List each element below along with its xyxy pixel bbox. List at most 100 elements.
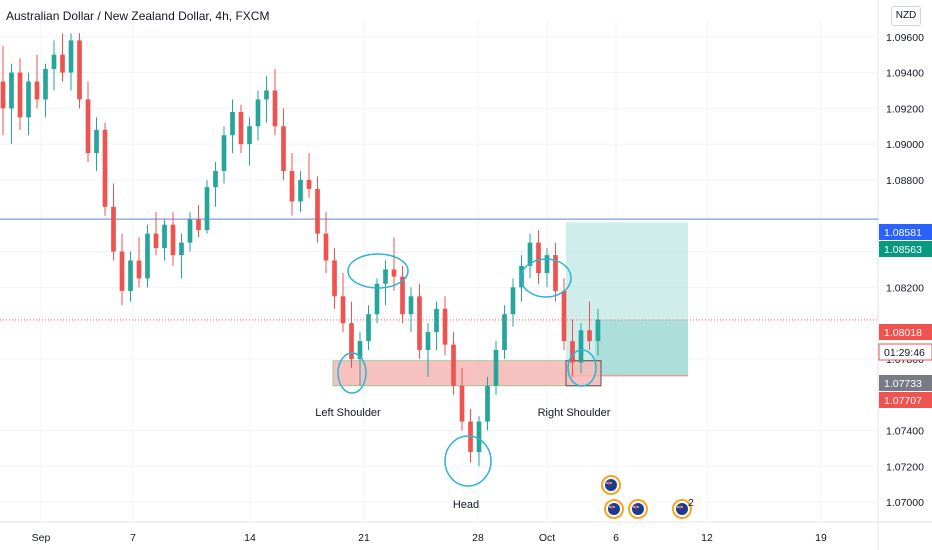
flag-icon xyxy=(608,503,620,515)
flag-event-icon[interactable] xyxy=(628,499,648,519)
price-badge xyxy=(878,343,932,361)
time-tick-label: 19 xyxy=(815,532,827,544)
price-badges: 1.08581 1.08563 1.08018 01:29:46 1.07733 1.07… xyxy=(878,224,932,408)
candle-body xyxy=(145,233,150,279)
candle-body xyxy=(102,129,108,207)
candle-body xyxy=(408,296,414,315)
left-shoulder-circle xyxy=(337,352,367,394)
candle-body xyxy=(43,69,48,100)
candle-body xyxy=(570,341,575,363)
candle-body xyxy=(264,90,269,100)
candle-body xyxy=(536,242,541,274)
candle-body xyxy=(357,341,363,359)
price-badge xyxy=(879,324,932,340)
price-tick-label: 1.09600 xyxy=(886,32,924,44)
candle-body xyxy=(485,385,490,422)
flag-event-icon[interactable] xyxy=(601,475,621,495)
economic-events[interactable]: 2 xyxy=(601,475,694,519)
price-badge xyxy=(879,392,932,408)
time-tick-label: 14 xyxy=(244,532,256,544)
candle-body xyxy=(493,349,499,386)
candle-body xyxy=(451,344,456,386)
candle-body xyxy=(434,308,439,333)
flag-icon xyxy=(632,503,644,515)
candle-body xyxy=(383,269,388,284)
price-badge-label: 1.07707 xyxy=(884,395,922,407)
price-badge-label: 01:29:46 xyxy=(884,347,925,359)
candle-body xyxy=(587,330,592,342)
price-badge-label: 1.07733 xyxy=(884,378,922,390)
time-scale[interactable]: Sep 7 14 21 28 Oct 6 12 19 xyxy=(32,532,827,544)
time-tick-label: 12 xyxy=(701,532,713,544)
currency-button[interactable]: NZD xyxy=(891,6,921,26)
flag-event-icon[interactable] xyxy=(604,499,624,519)
candle-body xyxy=(94,129,99,154)
price-badge xyxy=(879,241,932,257)
candle-body xyxy=(34,81,40,100)
candle-body xyxy=(425,332,431,350)
candle-body xyxy=(417,296,422,350)
candle-body xyxy=(298,179,303,202)
candle-body xyxy=(213,171,218,188)
annotations: Left Shoulder Head Right Shoulder xyxy=(315,253,611,511)
active-profit-zone xyxy=(595,319,688,376)
flag-icon xyxy=(676,503,688,515)
time-tick-label: 28 xyxy=(472,532,484,544)
candle-body xyxy=(315,188,320,234)
candle-body xyxy=(553,255,558,291)
price-tick-label: 1.07400 xyxy=(886,426,924,438)
time-tick-label: Sep xyxy=(32,532,51,544)
event-count-label: 2 xyxy=(688,497,694,509)
candle-body xyxy=(544,255,550,274)
price-tick-label: 1.09000 xyxy=(886,139,924,151)
candle-body xyxy=(340,296,346,324)
right-shoulder-circle xyxy=(567,349,597,387)
flag-event-icon[interactable] xyxy=(672,499,692,519)
price-badge-label: 1.08563 xyxy=(884,244,922,256)
candle-body xyxy=(323,233,329,261)
price-tick-label: 1.09400 xyxy=(886,68,924,80)
price-scale[interactable]: 1.096001.094001.092001.090001.088001.084… xyxy=(886,32,924,509)
head-top-left-circle xyxy=(347,253,409,289)
price-tick-label: 1.08800 xyxy=(886,175,924,187)
candle-body xyxy=(561,290,567,342)
candle-body xyxy=(289,171,295,202)
candle-body xyxy=(26,81,31,118)
candle-body xyxy=(400,276,405,315)
candle-body xyxy=(459,385,465,422)
price-badge-label: 1.08018 xyxy=(884,327,922,339)
time-tick-label: Oct xyxy=(539,532,555,544)
candle-body xyxy=(476,421,482,452)
support-zone xyxy=(332,360,602,387)
zones xyxy=(0,218,878,387)
candle-body xyxy=(247,126,252,145)
candle-body xyxy=(391,269,397,277)
candle-body xyxy=(51,54,57,70)
price-badge xyxy=(879,224,932,240)
candle-body xyxy=(510,287,516,315)
candle-body xyxy=(349,323,354,359)
pattern-label: Head xyxy=(453,499,479,511)
time-tick-label: 7 xyxy=(130,532,136,544)
price-tick-label: 1.09200 xyxy=(886,103,924,115)
candle-body xyxy=(578,330,584,363)
candle-body xyxy=(306,179,312,189)
candle-body xyxy=(374,283,380,315)
price-badge-label: 1.08581 xyxy=(884,227,922,239)
candle-body xyxy=(170,224,176,256)
candle-body xyxy=(502,314,507,350)
head-circle xyxy=(444,435,492,487)
candle-body xyxy=(221,135,227,172)
pattern-label: Left Shoulder xyxy=(315,407,381,419)
price-badge xyxy=(879,375,932,391)
candle-body xyxy=(179,242,184,256)
flag-icon xyxy=(605,479,617,491)
candle-body xyxy=(442,308,448,345)
candle-body xyxy=(366,314,371,342)
candle-body xyxy=(196,219,201,231)
candle-body xyxy=(128,260,133,291)
time-tick-label: 6 xyxy=(613,532,619,544)
candle-body xyxy=(162,224,167,248)
